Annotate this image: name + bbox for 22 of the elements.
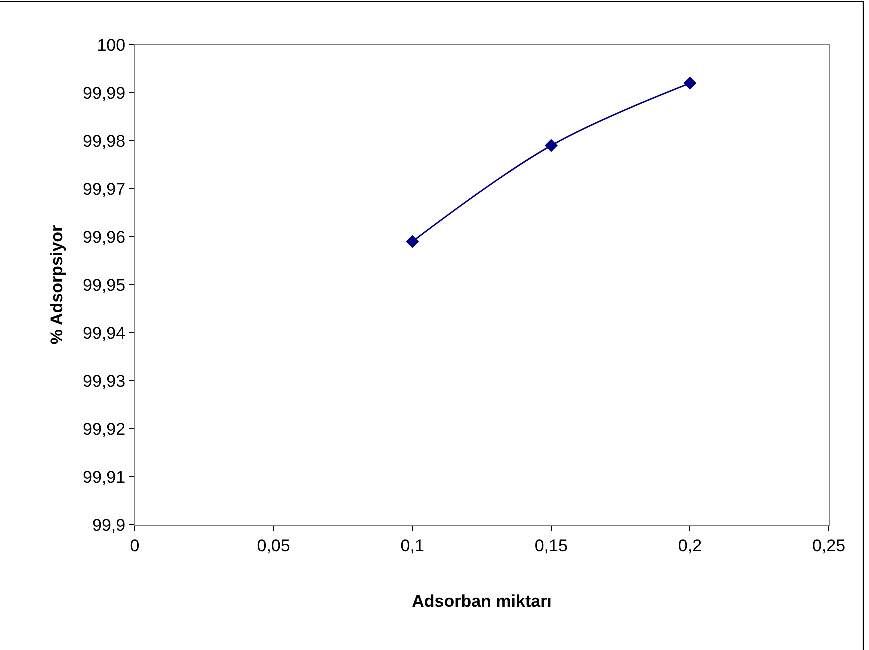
point (544, 139, 558, 152)
y-tick-label: 99,99 (83, 84, 126, 103)
y-tick-label: 99,93 (83, 372, 126, 391)
y-axis-title: % Adsorpsiyor (48, 224, 67, 345)
y-tick-label: 99,92 (83, 420, 126, 439)
point (684, 76, 697, 90)
y-tick-label: 99,96 (83, 228, 126, 247)
y-tick-label: 99,98 (83, 132, 126, 151)
y-tick-label: 99,91 (83, 468, 126, 487)
x-tick-label: 0,15 (534, 536, 568, 556)
x-tick-label: 0,05 (257, 536, 290, 556)
x-tick-label: 0,25 (812, 536, 846, 556)
x-tick-label: 0 (130, 536, 140, 556)
y-tick-label: 99,95 (83, 276, 126, 295)
x-tick-label: 0,1 (400, 536, 424, 556)
y-tick-label: 99,9 (92, 516, 126, 535)
x-axis-title: Adsorban miktarı (412, 592, 552, 611)
point (406, 235, 420, 248)
x-tick-label: 0,2 (678, 536, 702, 556)
y-tick-label: 99,94 (83, 324, 126, 343)
y-tick-label: 100 (97, 36, 126, 55)
y-tick-label: 99,97 (83, 180, 126, 199)
